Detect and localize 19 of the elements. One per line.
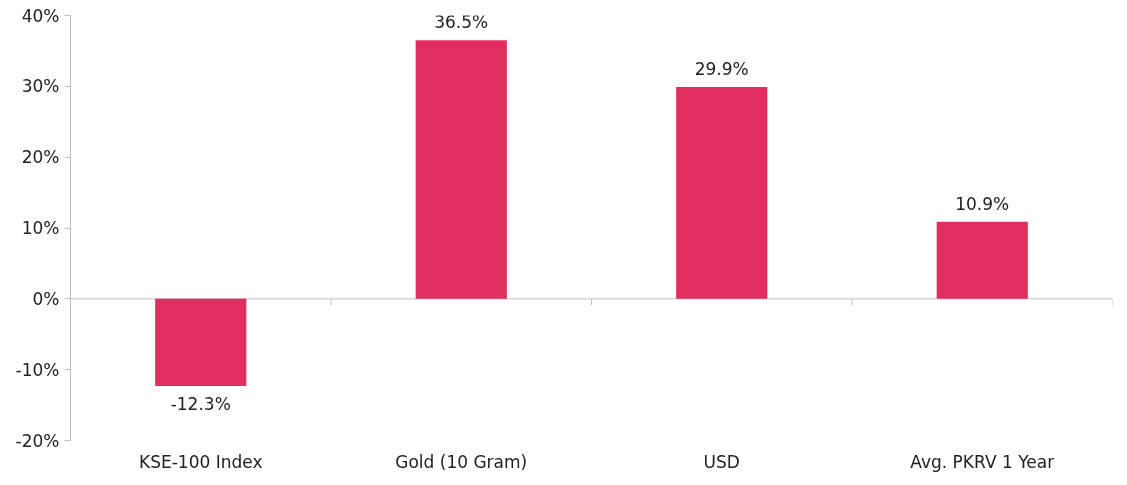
- y-tick-label: -10%: [15, 359, 60, 380]
- bar: [155, 298, 247, 386]
- data-label: -12.3%: [170, 393, 231, 414]
- x-tick-label: KSE-100 Index: [139, 451, 263, 472]
- x-tick-label: Avg. PKRV 1 Year: [910, 451, 1055, 472]
- x-tick-label: USD: [703, 451, 740, 472]
- y-tick-label: -20%: [15, 430, 60, 451]
- y-tick-label: 10%: [21, 218, 60, 238]
- y-tick-label: 30%: [21, 76, 60, 97]
- data-label: 29.9%: [694, 59, 749, 80]
- bar: [936, 221, 1028, 299]
- y-tick-label: 40%: [21, 5, 60, 26]
- y-tick-label: 20%: [21, 147, 60, 168]
- data-label: 36.5%: [434, 12, 489, 33]
- bar: [676, 87, 768, 299]
- x-tick-label: Gold (10 Gram): [395, 451, 528, 472]
- y-tick-label: 0%: [32, 288, 60, 309]
- data-label: 10.9%: [955, 193, 1010, 214]
- bar: [415, 40, 507, 299]
